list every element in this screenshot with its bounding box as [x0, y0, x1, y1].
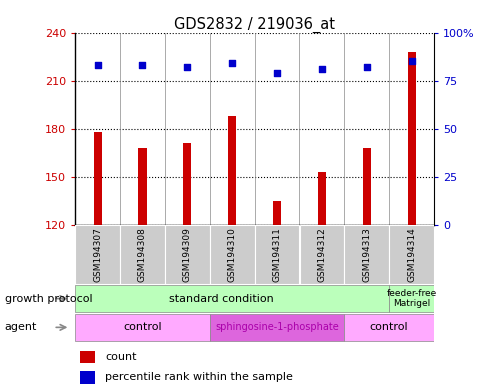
Text: GSM194314: GSM194314	[406, 227, 415, 282]
Bar	[344, 314, 433, 341]
Text: count: count	[105, 352, 136, 362]
Bar	[362, 148, 370, 225]
Bar	[227, 116, 236, 225]
Bar	[407, 52, 415, 225]
Bar	[75, 314, 209, 341]
Bar	[138, 148, 146, 225]
Text: GSM194313: GSM194313	[362, 227, 371, 282]
Bar	[120, 225, 165, 283]
Bar	[80, 371, 95, 384]
Bar	[299, 225, 344, 283]
Text: GSM194309: GSM194309	[182, 227, 192, 282]
Title: GDS2832 / 219036_at: GDS2832 / 219036_at	[174, 17, 334, 33]
Point	[362, 64, 370, 70]
Bar	[183, 143, 191, 225]
Text: agent: agent	[5, 322, 37, 333]
Bar	[75, 285, 388, 312]
Bar	[210, 314, 344, 341]
Bar	[93, 132, 102, 225]
Bar	[344, 225, 388, 283]
Text: percentile rank within the sample: percentile rank within the sample	[105, 372, 293, 382]
Point	[318, 66, 325, 72]
Point	[272, 70, 280, 76]
Bar	[272, 201, 281, 225]
Point	[407, 58, 415, 65]
Bar	[389, 285, 433, 312]
Text: standard condition: standard condition	[168, 293, 273, 304]
Bar	[165, 225, 209, 283]
Text: feeder-free
Matrigel: feeder-free Matrigel	[386, 289, 436, 308]
Bar	[317, 172, 325, 225]
Text: control: control	[369, 322, 408, 333]
Bar	[254, 225, 299, 283]
Point	[228, 60, 236, 66]
Text: GSM194311: GSM194311	[272, 227, 281, 282]
Bar	[210, 225, 254, 283]
Bar	[80, 351, 95, 363]
Bar	[75, 225, 120, 283]
Text: control: control	[123, 322, 161, 333]
Text: sphingosine-1-phosphate: sphingosine-1-phosphate	[214, 322, 338, 333]
Point	[183, 64, 191, 70]
Text: growth protocol: growth protocol	[5, 293, 92, 304]
Text: GSM194308: GSM194308	[137, 227, 147, 282]
Point	[93, 62, 101, 68]
Text: GSM194307: GSM194307	[93, 227, 102, 282]
Text: GSM194310: GSM194310	[227, 227, 236, 282]
Bar	[389, 225, 433, 283]
Point	[138, 62, 146, 68]
Text: GSM194312: GSM194312	[317, 227, 326, 282]
